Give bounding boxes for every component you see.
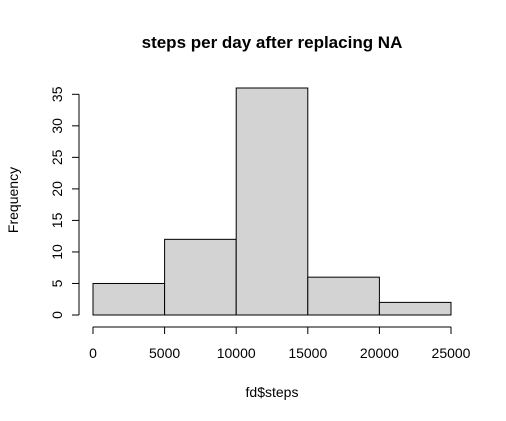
x-tick-label: 10000 xyxy=(217,345,256,361)
chart-title: steps per day after replacing NA xyxy=(142,33,403,52)
histogram-bar xyxy=(92,282,166,316)
x-tick-label: 20000 xyxy=(360,345,399,361)
histogram-bar xyxy=(235,87,309,316)
y-axis: 0 5 10 15 20 25 30 35 xyxy=(49,86,80,319)
bars-group xyxy=(92,87,452,316)
x-axis: 0 5000 10000 15000 20000 25000 xyxy=(89,326,471,361)
x-tick-label: 25000 xyxy=(432,345,471,361)
x-tick-label: 5000 xyxy=(149,345,180,361)
y-tick-label: 15 xyxy=(49,212,65,228)
y-tick-label: 20 xyxy=(49,181,65,197)
x-tick-label: 15000 xyxy=(288,345,327,361)
x-tick-label: 0 xyxy=(89,345,97,361)
y-tick-label: 30 xyxy=(49,118,65,134)
y-tick-label: 5 xyxy=(49,279,65,287)
y-tick-label: 35 xyxy=(49,86,65,102)
y-tick-label: 10 xyxy=(49,244,65,260)
histogram-bar xyxy=(307,276,380,316)
x-axis-label: fd$steps xyxy=(246,384,299,400)
y-axis-label: Frequency xyxy=(5,167,21,233)
y-tick-label: 25 xyxy=(49,149,65,165)
histogram-bar xyxy=(378,301,452,316)
histogram-bar xyxy=(164,238,237,316)
y-tick-label: 0 xyxy=(49,311,65,319)
